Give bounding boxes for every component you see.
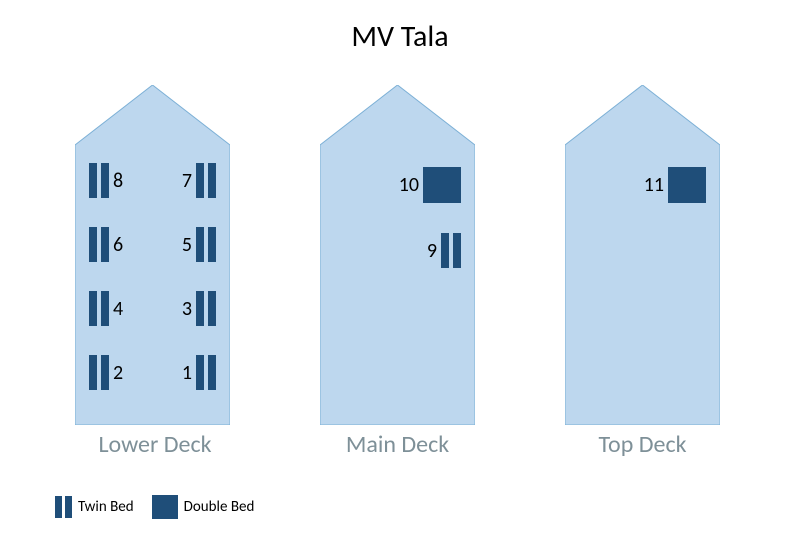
cabin-number: 2 bbox=[113, 361, 123, 385]
twin-bed-icon bbox=[196, 291, 216, 326]
twin-bed-icon bbox=[89, 227, 109, 262]
legend-item-double: Double Bed bbox=[152, 495, 255, 519]
cabin-number: 3 bbox=[182, 297, 192, 321]
deck-label-lower: Lower Deck bbox=[60, 430, 250, 459]
cabin-number: 10 bbox=[399, 173, 419, 197]
cabin-number: 5 bbox=[182, 233, 192, 257]
twin-bed-icon bbox=[196, 163, 216, 198]
cabin-number: 6 bbox=[113, 233, 123, 257]
double-bed-icon bbox=[423, 167, 461, 203]
double-bed-icon bbox=[668, 167, 706, 203]
twin-bed-icon bbox=[196, 227, 216, 262]
cabin-number: 4 bbox=[113, 297, 123, 321]
twin-bed-icon bbox=[89, 355, 109, 390]
diagram-title: MV Tala bbox=[0, 18, 800, 55]
deck-main: 10 9 bbox=[320, 85, 475, 425]
twin-bed-icon bbox=[196, 355, 216, 390]
twin-bed-icon bbox=[55, 496, 72, 518]
twin-bed-icon bbox=[89, 163, 109, 198]
cabin-number: 11 bbox=[644, 173, 664, 197]
legend-item-twin: Twin Bed bbox=[55, 496, 134, 518]
twin-bed-icon bbox=[89, 291, 109, 326]
double-bed-icon bbox=[152, 495, 178, 519]
cabin-number: 8 bbox=[113, 169, 123, 193]
cabin-number: 7 bbox=[182, 169, 192, 193]
deck-label-main: Main Deck bbox=[300, 430, 495, 459]
legend-label: Twin Bed bbox=[78, 498, 134, 516]
twin-bed-icon bbox=[441, 233, 461, 268]
deck-label-top: Top Deck bbox=[545, 430, 740, 459]
legend: Twin Bed Double Bed bbox=[55, 495, 254, 519]
cabin-number: 1 bbox=[182, 361, 192, 385]
deck-top: 11 bbox=[565, 85, 720, 425]
cabin-number: 9 bbox=[427, 239, 437, 263]
legend-label: Double Bed bbox=[184, 498, 255, 516]
deck-lower: 8 7 6 5 4 3 2 1 bbox=[75, 85, 230, 425]
deck-outline bbox=[565, 85, 720, 425]
